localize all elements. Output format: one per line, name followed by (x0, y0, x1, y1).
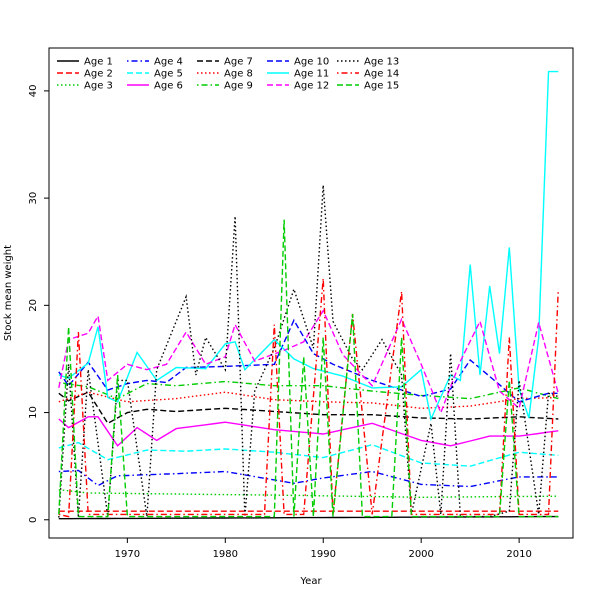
legend-label: Age 2 (84, 69, 113, 80)
series-line-9 (58, 380, 559, 400)
series-line-4 (58, 469, 559, 488)
legend-label: Age 13 (364, 57, 399, 68)
legend-label: Age 8 (224, 69, 253, 80)
x-tick-label: 2010 (506, 549, 531, 560)
y-tick-label: 20 (28, 299, 39, 312)
legend-label: Age 7 (224, 57, 253, 68)
series-line-7 (58, 391, 559, 425)
series-line-10 (58, 318, 559, 403)
x-tick-label: 1980 (213, 549, 238, 560)
y-tick-label: 0 (28, 517, 39, 523)
legend-label: Age 5 (154, 69, 183, 80)
legend-label: Age 15 (364, 81, 399, 92)
series-line-15 (58, 219, 559, 518)
plot-frame (48, 47, 574, 539)
y-tick-label: 30 (28, 192, 39, 205)
x-tick-label: 2000 (408, 549, 433, 560)
legend-label: Age 6 (154, 81, 183, 92)
legend-label: Age 12 (294, 81, 329, 92)
legend-label: Age 9 (224, 81, 253, 92)
x-axis-label: Year (299, 576, 322, 587)
series-lines (58, 70, 559, 520)
legend-label: Age 1 (84, 57, 113, 68)
legend-label: Age 10 (294, 57, 329, 68)
series-line-11 (58, 70, 559, 422)
y-tick-label: 40 (28, 85, 39, 98)
legend-label: Age 4 (154, 57, 183, 68)
y-axis: 0 10 20 30 40 (28, 85, 49, 523)
legend-label: Age 3 (84, 81, 113, 92)
legend-label: Age 11 (294, 69, 329, 80)
series-line-8 (58, 391, 559, 410)
series-line-5 (58, 441, 559, 467)
legend-label: Age 14 (364, 69, 399, 80)
series-line-13 (58, 185, 559, 518)
y-axis-label: Stock mean weight (3, 245, 14, 341)
series-line-14 (58, 278, 559, 518)
y-tick-label: 10 (28, 406, 39, 419)
x-axis: 1970 1980 1990 2000 2010 (115, 538, 532, 560)
series-line-3 (58, 489, 559, 499)
x-tick-label: 1990 (311, 549, 336, 560)
x-tick-label: 1970 (115, 549, 140, 560)
